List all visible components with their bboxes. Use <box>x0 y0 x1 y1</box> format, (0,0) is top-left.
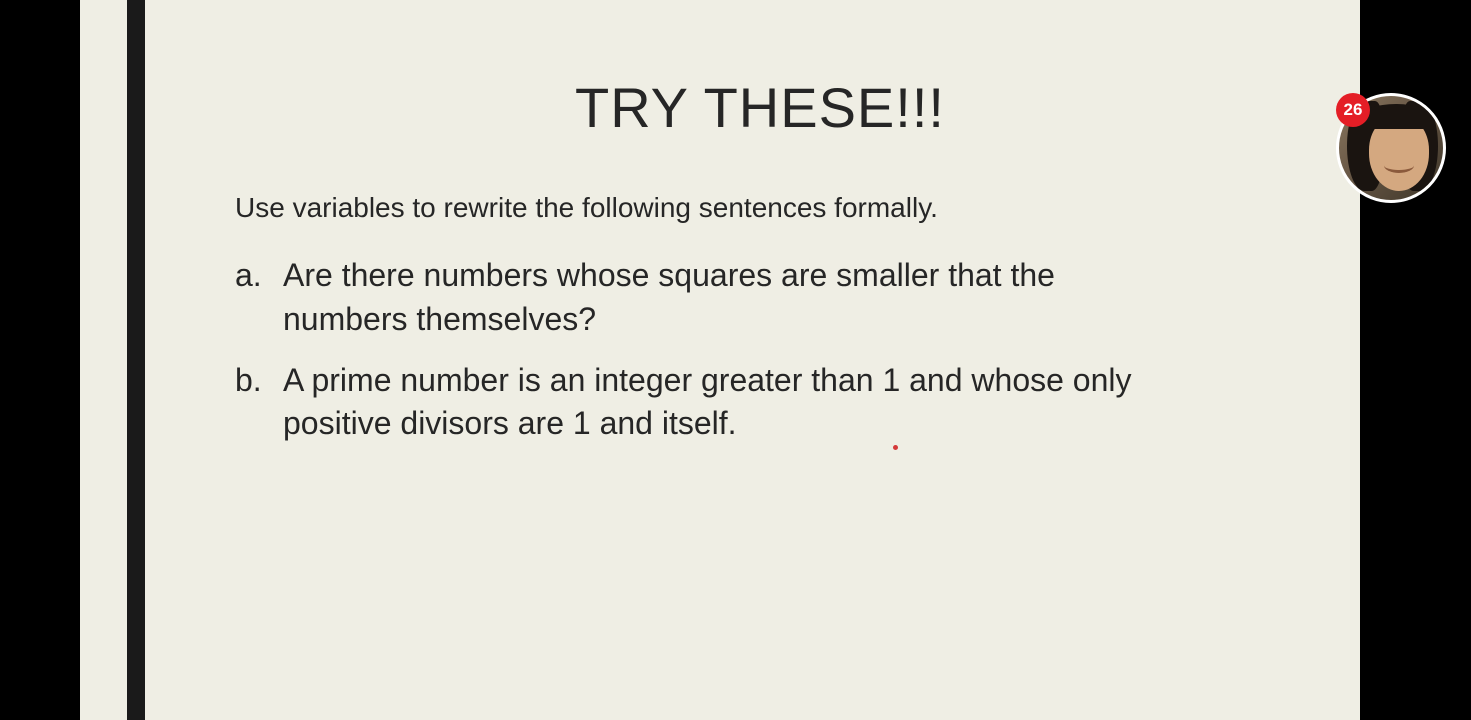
avatar-decoration <box>1361 104 1431 129</box>
question-item: a. Are there numbers whose squares are s… <box>235 254 1285 340</box>
laser-pointer-icon <box>893 445 898 450</box>
slide-content-area: TRY THESE!!! Use variables to rewrite th… <box>235 75 1285 463</box>
question-item: b. A prime number is an integer greater … <box>235 359 1285 445</box>
notification-badge: 26 <box>1336 93 1370 127</box>
question-list: a. Are there numbers whose squares are s… <box>235 254 1285 445</box>
question-marker: b. <box>235 359 283 445</box>
presentation-slide[interactable]: TRY THESE!!! Use variables to rewrite th… <box>80 0 1360 720</box>
slide-accent-bar <box>127 0 145 720</box>
participant-avatar-container[interactable]: 26 <box>1331 93 1446 208</box>
slide-title: TRY THESE!!! <box>370 75 1150 140</box>
avatar-decoration <box>1384 158 1414 173</box>
question-text: Are there numbers whose squares are smal… <box>283 254 1163 340</box>
question-marker: a. <box>235 254 283 340</box>
slide-instruction: Use variables to rewrite the following s… <box>235 190 1285 226</box>
question-text: A prime number is an integer greater tha… <box>283 359 1163 445</box>
